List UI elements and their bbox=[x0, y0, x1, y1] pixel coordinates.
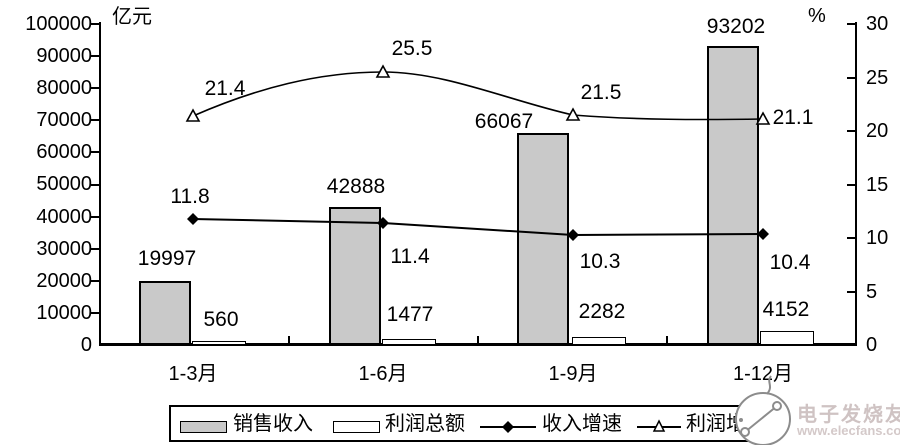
point-label-profit-growth-q2: 25.5 bbox=[391, 37, 433, 60]
right-y-axis-line bbox=[855, 22, 857, 346]
legend-label-total-profit: 利润总额 bbox=[385, 413, 465, 435]
left-axis-tick-label: 80000 bbox=[36, 77, 92, 99]
left-axis-tick-label: 10000 bbox=[36, 302, 92, 324]
point-label-income-growth-q3: 10.3 bbox=[579, 250, 621, 273]
left-axis-tick-label: 20000 bbox=[36, 270, 92, 292]
elecfans-logo-icon bbox=[735, 375, 791, 445]
x-axis-category-label: 1-12月 bbox=[732, 363, 794, 385]
x-axis-line bbox=[99, 343, 857, 346]
value-label-sales-q4: 93202 bbox=[706, 15, 766, 38]
legend-marker-profit-growth bbox=[637, 419, 681, 432]
left-axis-tick-label: 0 bbox=[80, 334, 92, 356]
left-axis-tick bbox=[91, 151, 99, 153]
value-label-sales-q3: 66067 bbox=[474, 110, 534, 133]
bar-total-profit-q1 bbox=[192, 341, 246, 345]
category-separator-tick bbox=[666, 336, 668, 344]
x-axis-category-label: 1-6月 bbox=[358, 363, 408, 385]
left-axis-tick-label: 90000 bbox=[36, 45, 92, 67]
left-axis-tick-label: 50000 bbox=[36, 173, 92, 195]
income-growth-line bbox=[192, 218, 764, 237]
legend-label-income-growth: 收入增速 bbox=[542, 413, 622, 435]
x-axis-category-label: 1-3月 bbox=[168, 363, 218, 385]
left-axis-tick bbox=[91, 119, 99, 121]
legend-label-sales-revenue: 销售收入 bbox=[233, 413, 313, 435]
watermark-brand-text: 电子发烧友 bbox=[797, 404, 900, 426]
right-axis-tick-label: 30 bbox=[866, 13, 889, 35]
income-growth-markers bbox=[187, 213, 769, 241]
left-axis-tick-label: 40000 bbox=[36, 206, 92, 228]
value-label-sales-q2: 42888 bbox=[326, 175, 386, 198]
left-axis-tick bbox=[91, 248, 99, 250]
legend-marker-income-growth bbox=[480, 421, 536, 433]
value-label-profit-q4: 4152 bbox=[762, 298, 810, 321]
right-axis-tick bbox=[847, 184, 855, 186]
left-axis-tick-label: 70000 bbox=[36, 109, 92, 131]
left-axis-tick bbox=[91, 87, 99, 89]
point-label-profit-growth-q4: 21.1 bbox=[772, 106, 814, 129]
value-label-profit-q1: 560 bbox=[203, 308, 239, 331]
point-label-profit-growth-q1: 21.4 bbox=[204, 77, 246, 100]
right-axis-tick bbox=[847, 130, 855, 132]
category-separator-tick bbox=[477, 336, 479, 344]
right-axis-tick-label: 25 bbox=[866, 67, 889, 89]
legend-swatch-sales-revenue bbox=[180, 421, 227, 433]
point-label-income-growth-q4: 10.4 bbox=[769, 251, 811, 274]
left-y-axis-line bbox=[99, 22, 101, 346]
right-axis-tick bbox=[847, 237, 855, 239]
left-axis-tick-label: 60000 bbox=[36, 141, 92, 163]
bar-sales-revenue-q1 bbox=[139, 281, 191, 345]
right-axis-tick-label: 5 bbox=[866, 281, 878, 303]
left-axis-tick bbox=[91, 184, 99, 186]
right-axis-tick-label: 15 bbox=[866, 174, 889, 196]
value-label-sales-q1: 19997 bbox=[137, 247, 197, 270]
left-axis-unit-label: 亿元 bbox=[112, 6, 152, 28]
left-axis-tick bbox=[91, 216, 99, 218]
left-axis-tick-label: 100000 bbox=[25, 13, 92, 35]
value-label-profit-q2: 1477 bbox=[386, 303, 434, 326]
point-label-income-growth-q1: 11.8 bbox=[170, 185, 210, 208]
right-axis-tick bbox=[847, 291, 855, 293]
right-axis-tick-label: 20 bbox=[866, 120, 889, 142]
left-axis-tick bbox=[91, 23, 99, 25]
point-label-profit-growth-q3: 21.5 bbox=[580, 81, 622, 104]
left-axis-tick bbox=[91, 55, 99, 57]
bar-total-profit-q4 bbox=[760, 331, 814, 345]
right-axis-tick bbox=[847, 77, 855, 79]
left-axis-tick bbox=[91, 280, 99, 282]
bar-total-profit-q3 bbox=[572, 337, 626, 345]
value-label-profit-q3: 2282 bbox=[578, 300, 626, 323]
right-axis-tick bbox=[847, 23, 855, 25]
left-axis-tick-label: 30000 bbox=[36, 238, 92, 260]
legend-swatch-total-profit bbox=[333, 421, 380, 433]
legend: 销售收入 利润总额 收入增速 利润增速 bbox=[169, 405, 776, 442]
category-separator-tick bbox=[288, 336, 290, 344]
x-axis-category-label: 1-9月 bbox=[548, 363, 598, 385]
right-axis-tick-label: 10 bbox=[866, 227, 889, 249]
watermark-url-text: www.elecfans.com bbox=[797, 423, 900, 438]
right-axis-tick-label: 0 bbox=[866, 334, 878, 356]
point-label-income-growth-q2: 11.4 bbox=[390, 245, 430, 268]
right-axis-unit-label: % bbox=[808, 5, 826, 27]
left-axis-tick bbox=[91, 312, 99, 314]
bar-total-profit-q2 bbox=[382, 339, 436, 345]
